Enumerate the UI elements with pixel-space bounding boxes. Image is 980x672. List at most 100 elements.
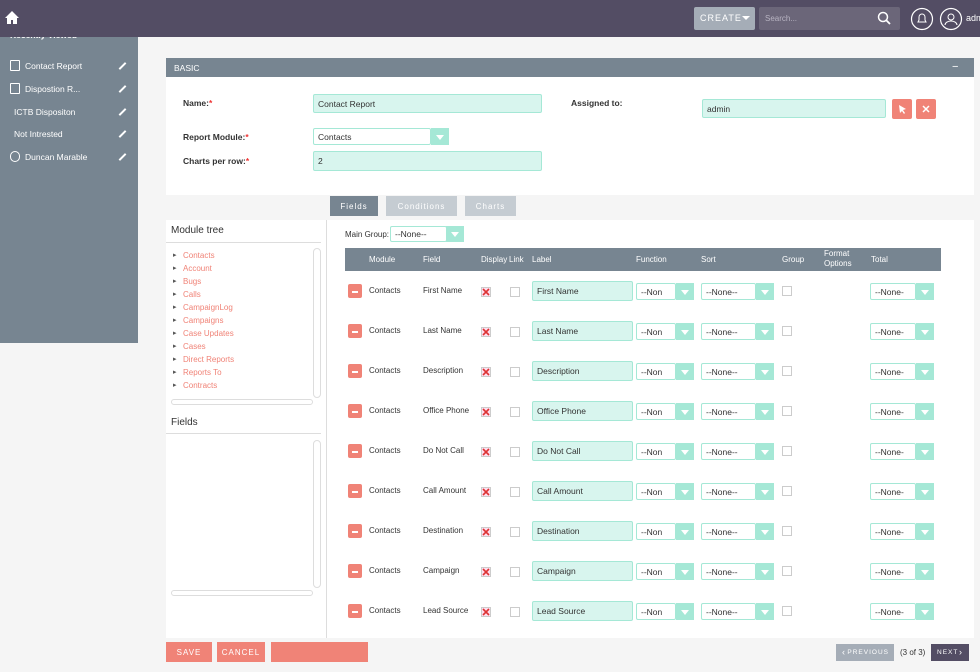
clear-button[interactable] <box>916 99 936 119</box>
dropdown-arrow[interactable] <box>916 483 934 500</box>
dropdown-arrow[interactable] <box>676 323 694 340</box>
dropdown-arrow[interactable] <box>431 128 449 145</box>
dropdown-arrow[interactable] <box>756 283 774 300</box>
name-input[interactable]: Contact Report <box>313 94 542 113</box>
link-checkbox[interactable] <box>510 407 520 417</box>
dropdown-arrow[interactable] <box>676 363 694 380</box>
save-button[interactable]: SAVE <box>166 642 212 662</box>
total-select[interactable]: --None- <box>870 403 916 420</box>
assigned-input[interactable]: admin <box>702 99 886 118</box>
link-checkbox[interactable] <box>510 327 520 337</box>
link-checkbox[interactable] <box>510 567 520 577</box>
user-icon[interactable] <box>939 7 963 31</box>
next-button[interactable]: NEXT › <box>931 644 969 661</box>
module-select[interactable]: Contacts <box>313 128 431 145</box>
scrollbar[interactable] <box>171 590 313 596</box>
dropdown-arrow[interactable] <box>756 483 774 500</box>
basic-header[interactable]: BASIC − <box>166 58 974 77</box>
dropdown-arrow[interactable] <box>916 603 934 620</box>
sort-select[interactable]: --None-- <box>701 403 756 420</box>
dropdown-arrow[interactable] <box>756 363 774 380</box>
tree-item[interactable]: Case Updates <box>173 329 234 338</box>
recent-item[interactable]: Contact Report <box>25 61 83 71</box>
total-select[interactable]: --None- <box>870 443 916 460</box>
group-checkbox[interactable] <box>782 366 792 376</box>
dropdown-arrow[interactable] <box>916 323 934 340</box>
dropdown-arrow[interactable] <box>756 443 774 460</box>
link-checkbox[interactable] <box>510 607 520 617</box>
tree-item[interactable]: Calls <box>173 290 201 299</box>
sort-select[interactable]: --None-- <box>701 443 756 460</box>
select-button[interactable] <box>892 99 912 119</box>
dropdown-arrow[interactable] <box>756 603 774 620</box>
tree-item[interactable]: Contacts <box>173 251 214 260</box>
sort-select[interactable]: --None-- <box>701 363 756 380</box>
sort-select[interactable]: --None-- <box>701 603 756 620</box>
total-select[interactable]: --None- <box>870 363 916 380</box>
tree-item[interactable]: Reports To <box>173 368 221 377</box>
recent-item[interactable]: Duncan Marable <box>25 152 88 162</box>
tree-item[interactable]: Contracts <box>173 381 217 390</box>
dropdown-arrow[interactable] <box>756 563 774 580</box>
scrollbar[interactable] <box>313 248 321 398</box>
dropdown-arrow[interactable] <box>916 443 934 460</box>
dropdown-arrow[interactable] <box>916 403 934 420</box>
group-checkbox[interactable] <box>782 606 792 616</box>
sort-select[interactable]: --None-- <box>701 523 756 540</box>
dropdown-arrow[interactable] <box>916 363 934 380</box>
group-checkbox[interactable] <box>782 286 792 296</box>
label-input[interactable]: Last Name <box>532 321 633 341</box>
sort-select[interactable]: --None-- <box>701 483 756 500</box>
group-checkbox[interactable] <box>782 446 792 456</box>
label-input[interactable]: Lead Source <box>532 601 633 621</box>
link-checkbox[interactable] <box>510 287 520 297</box>
tree-item[interactable]: Cases <box>173 342 206 351</box>
label-input[interactable]: Call Amount <box>532 481 633 501</box>
dropdown-arrow[interactable] <box>916 563 934 580</box>
dropdown-arrow[interactable] <box>916 283 934 300</box>
dropdown-arrow[interactable] <box>676 403 694 420</box>
total-select[interactable]: --None- <box>870 283 916 300</box>
function-select[interactable]: --Non <box>636 603 676 620</box>
total-select[interactable]: --None- <box>870 603 916 620</box>
collapse-icon[interactable]: − <box>952 61 959 73</box>
tree-item[interactable]: Campaigns <box>173 316 224 325</box>
label-input[interactable]: Destination <box>532 521 633 541</box>
total-select[interactable]: --None- <box>870 523 916 540</box>
group-checkbox[interactable] <box>782 566 792 576</box>
group-checkbox[interactable] <box>782 526 792 536</box>
link-checkbox[interactable] <box>510 367 520 377</box>
tab[interactable]: Fields <box>330 196 378 216</box>
scrollbar[interactable] <box>171 399 313 405</box>
label-input[interactable]: Do Not Call <box>532 441 633 461</box>
notification-icon[interactable] <box>910 7 934 31</box>
total-select[interactable]: --None- <box>870 563 916 580</box>
dropdown-arrow[interactable] <box>676 523 694 540</box>
function-select[interactable]: --Non <box>636 323 676 340</box>
search-box[interactable]: Search... <box>759 7 900 30</box>
dropdown-arrow[interactable] <box>756 523 774 540</box>
group-checkbox[interactable] <box>782 486 792 496</box>
tree-item[interactable]: Bugs <box>173 277 201 286</box>
recent-item[interactable]: Not Intrested <box>14 129 63 139</box>
action-button[interactable] <box>271 642 368 662</box>
charts-input[interactable]: 2 <box>313 151 542 171</box>
tree-item[interactable]: Direct Reports <box>173 355 234 364</box>
recent-item[interactable]: Dispostion R... <box>25 84 81 94</box>
dropdown-arrow[interactable] <box>676 443 694 460</box>
label-input[interactable]: First Name <box>532 281 633 301</box>
create-button[interactable]: CREATE <box>694 7 755 30</box>
tab[interactable]: Conditions <box>386 196 457 216</box>
group-checkbox[interactable] <box>782 326 792 336</box>
dropdown-arrow[interactable] <box>676 483 694 500</box>
dropdown-arrow[interactable] <box>446 226 464 242</box>
scrollbar[interactable] <box>313 440 321 588</box>
dropdown-arrow[interactable] <box>676 283 694 300</box>
label-input[interactable]: Office Phone <box>532 401 633 421</box>
recent-item[interactable]: ICTB Dispositon <box>14 107 76 117</box>
link-checkbox[interactable] <box>510 487 520 497</box>
dropdown-arrow[interactable] <box>756 403 774 420</box>
link-checkbox[interactable] <box>510 447 520 457</box>
group-checkbox[interactable] <box>782 406 792 416</box>
dropdown-arrow[interactable] <box>916 523 934 540</box>
